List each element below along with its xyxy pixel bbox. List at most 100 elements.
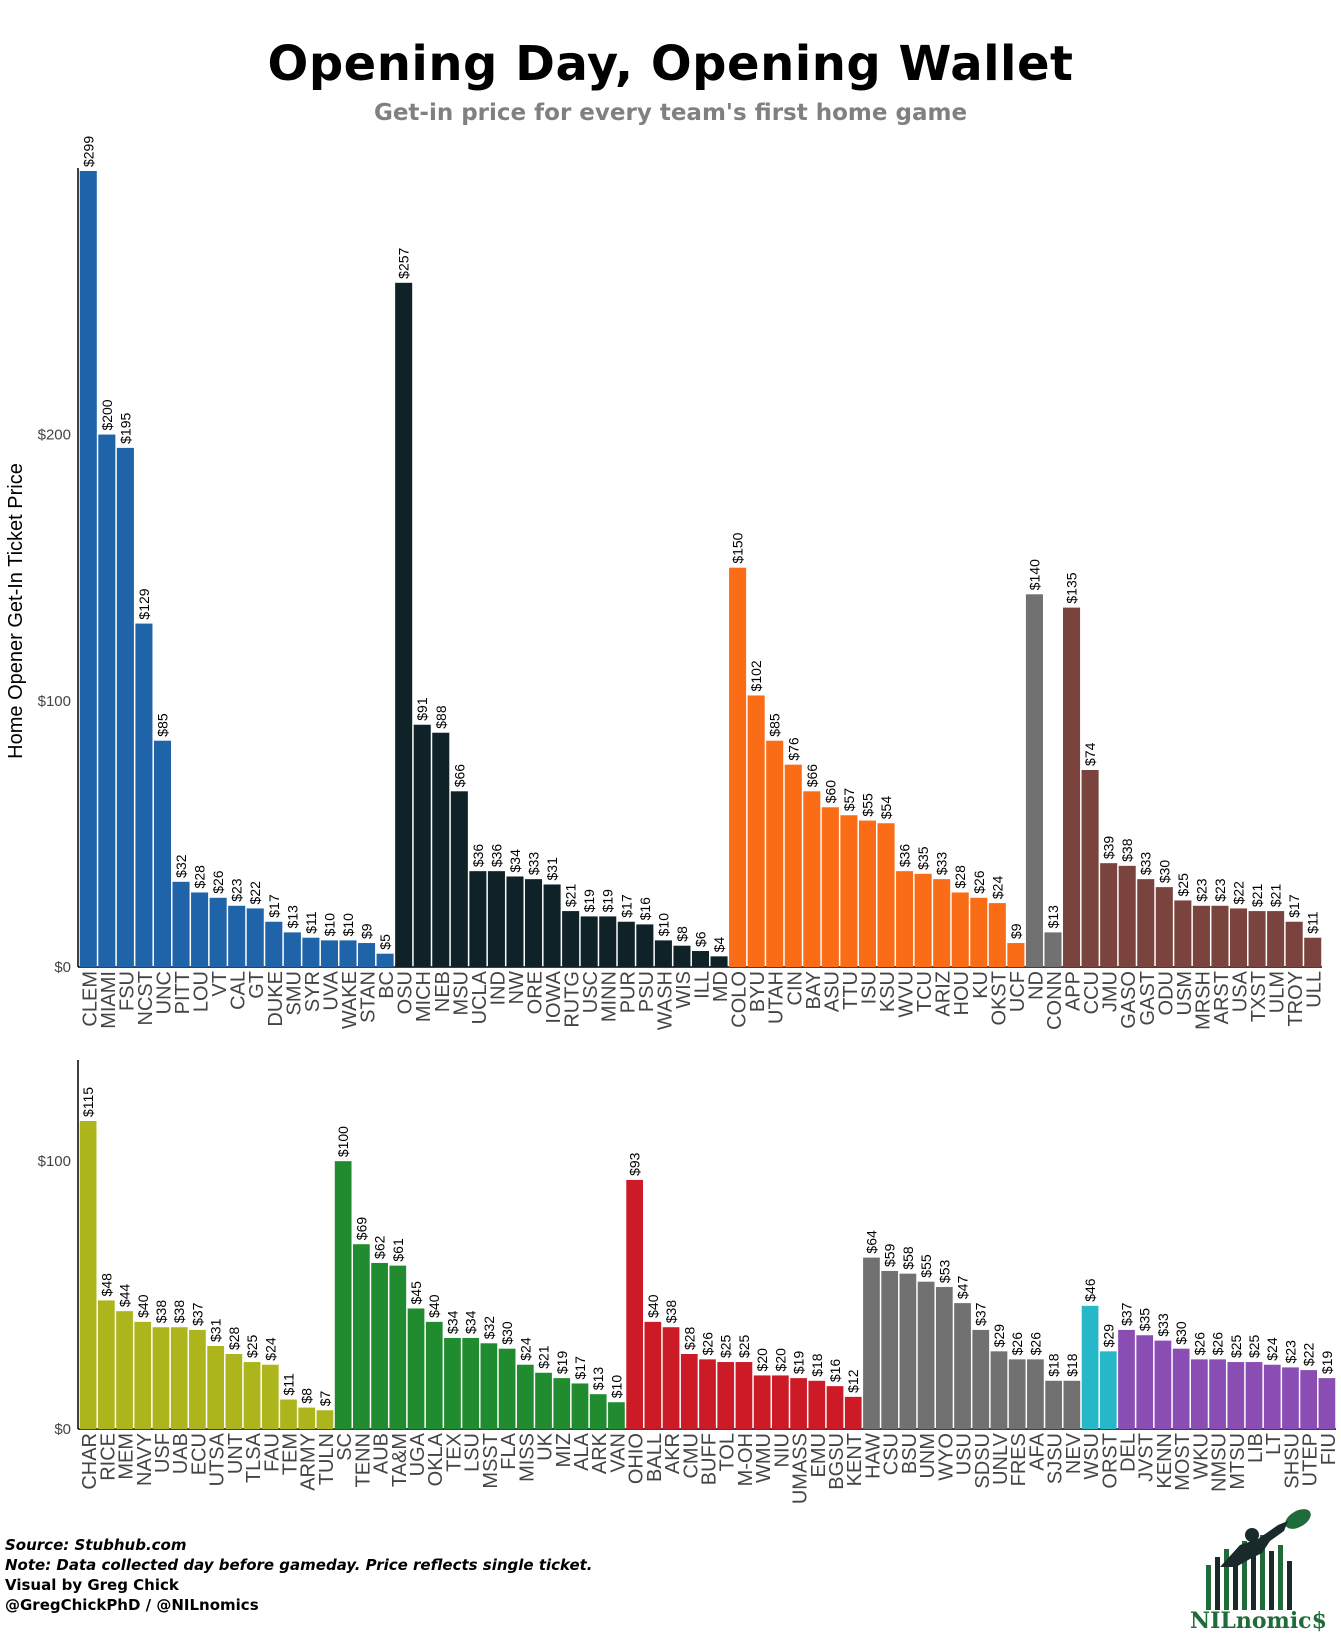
y-tick-label: $100 xyxy=(38,693,71,710)
x-tick-label: KU xyxy=(970,971,992,999)
data-label: $55 xyxy=(918,1254,934,1278)
x-tick-label: SC xyxy=(334,1433,356,1461)
x-tick-label: OKST xyxy=(988,971,1010,1025)
x-tick-label: DEL xyxy=(1118,1433,1140,1472)
x-tick-label: USM xyxy=(1174,971,1196,1015)
bar xyxy=(951,892,969,967)
data-label: $11 xyxy=(1305,911,1321,934)
data-label: $47 xyxy=(955,1276,971,1300)
bar xyxy=(1136,1335,1154,1429)
x-tick-label: APP xyxy=(1063,971,1085,1011)
x-tick-label: UTAH xyxy=(766,971,788,1024)
x-tick-label: IOWA xyxy=(543,970,565,1023)
bar xyxy=(877,823,895,967)
data-label: $7 xyxy=(317,1390,333,1406)
bar xyxy=(1081,1305,1099,1429)
bar xyxy=(407,1308,425,1429)
data-label: $23 xyxy=(229,878,245,902)
bar xyxy=(790,1378,807,1429)
x-tick-label: USU xyxy=(954,1433,976,1475)
bar xyxy=(1118,865,1136,967)
x-tick-label: BUFF xyxy=(699,1433,721,1485)
x-tick-label: ARIZ xyxy=(933,971,955,1017)
data-label: $19 xyxy=(791,1351,807,1375)
x-tick-label: MISS xyxy=(516,1433,538,1482)
bar xyxy=(1063,607,1081,967)
x-tick-label: OSU xyxy=(395,971,417,1014)
data-label: $21 xyxy=(1268,884,1284,908)
data-label: $9 xyxy=(359,923,375,939)
data-label: $30 xyxy=(499,1321,515,1345)
bar xyxy=(298,1407,316,1429)
data-label: $17 xyxy=(572,1356,588,1380)
football-player-catch-icon xyxy=(1206,1509,1311,1610)
data-label: $91 xyxy=(414,697,430,721)
data-label: $53 xyxy=(936,1259,952,1283)
data-label: $16 xyxy=(827,1359,843,1383)
x-tick-label: KENT xyxy=(844,1433,866,1486)
data-label: $26 xyxy=(971,870,987,894)
x-tick-label: UCLA xyxy=(469,970,491,1024)
x-tick-label: TLSA xyxy=(243,1432,265,1483)
data-label: $25 xyxy=(1175,873,1191,897)
bar xyxy=(1263,1364,1281,1429)
x-tick-label: AFA xyxy=(1026,1432,1048,1470)
x-tick-label: MD xyxy=(710,971,732,1002)
bar xyxy=(543,884,561,967)
bar xyxy=(553,1378,571,1429)
bar xyxy=(644,1321,662,1429)
bar xyxy=(1081,769,1099,967)
data-label: $38 xyxy=(153,1300,169,1324)
data-label: $31 xyxy=(544,857,560,881)
bar xyxy=(79,171,97,967)
data-label: $19 xyxy=(554,1351,570,1375)
data-label: $102 xyxy=(748,660,764,691)
x-tick-label: RICE xyxy=(97,1433,119,1481)
bar xyxy=(766,740,784,967)
x-tick-label: TROY xyxy=(1285,971,1307,1027)
x-tick-label: EMU xyxy=(808,1433,830,1477)
x-tick-label: WASH xyxy=(654,971,676,1030)
data-label: $17 xyxy=(266,894,282,918)
data-label: $35 xyxy=(915,846,931,870)
data-label: $76 xyxy=(785,737,801,761)
data-label: $85 xyxy=(767,713,783,737)
bar xyxy=(425,1321,443,1429)
data-label: $34 xyxy=(444,1310,460,1334)
data-label: $129 xyxy=(136,588,152,619)
x-tick-label: HAW xyxy=(862,1433,884,1479)
x-tick-label: MIZ xyxy=(553,1433,575,1467)
bar xyxy=(79,1121,97,1429)
x-tick-label: PUR xyxy=(617,971,639,1013)
bar xyxy=(1027,1359,1044,1429)
bar xyxy=(389,1265,407,1429)
data-label: $37 xyxy=(189,1302,205,1326)
data-label: $44 xyxy=(117,1284,133,1308)
y-axis-title: Home Opener Get-In Ticket Price xyxy=(5,463,27,759)
x-tick-label: UNLV xyxy=(990,1432,1012,1485)
bar xyxy=(1172,1348,1190,1429)
bar xyxy=(1192,905,1210,967)
data-label: $37 xyxy=(1119,1302,1135,1326)
bar xyxy=(320,940,338,967)
x-tick-label: MSU xyxy=(450,971,472,1015)
x-tick-label: CSU xyxy=(881,1433,903,1475)
bar xyxy=(599,916,617,967)
bar xyxy=(1044,932,1062,967)
bar xyxy=(189,1329,206,1429)
bar xyxy=(636,924,654,967)
x-tick-label: OKLA xyxy=(425,1432,447,1486)
bar xyxy=(516,1364,534,1429)
data-label: $30 xyxy=(1173,1321,1189,1345)
bar xyxy=(1267,911,1285,967)
bar xyxy=(1007,943,1025,967)
data-label: $11 xyxy=(303,911,319,934)
footer-source: Source: Stubhub.com xyxy=(5,1536,187,1554)
bar xyxy=(209,897,227,967)
x-tick-label: NEV xyxy=(1063,1432,1085,1474)
data-label: $19 xyxy=(600,889,616,913)
x-tick-label: JVST xyxy=(1136,1433,1158,1482)
x-tick-label: TXST xyxy=(1248,971,1270,1022)
x-tick-label: ULM xyxy=(1267,971,1289,1013)
